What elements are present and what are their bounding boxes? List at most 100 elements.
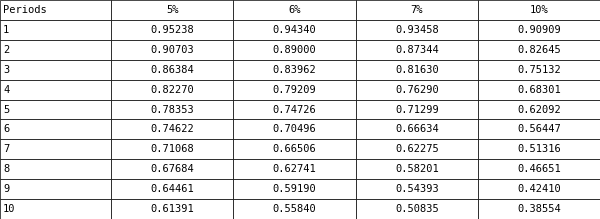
Bar xyxy=(478,119,600,139)
Text: 0.68301: 0.68301 xyxy=(517,85,561,95)
Bar xyxy=(0,179,111,199)
Bar xyxy=(111,100,233,119)
Text: 0.42410: 0.42410 xyxy=(517,184,561,194)
Bar xyxy=(356,20,478,40)
Text: 3: 3 xyxy=(3,65,9,75)
Text: 0.62092: 0.62092 xyxy=(517,104,561,115)
Bar xyxy=(0,100,111,119)
Bar xyxy=(111,199,233,219)
Text: 0.82645: 0.82645 xyxy=(517,45,561,55)
Bar xyxy=(356,100,478,119)
Bar xyxy=(233,119,356,139)
Bar xyxy=(0,60,111,80)
Bar xyxy=(233,139,356,159)
Bar xyxy=(356,0,478,20)
Text: 10: 10 xyxy=(3,204,16,214)
Text: 0.89000: 0.89000 xyxy=(273,45,316,55)
Bar xyxy=(0,199,111,219)
Text: 0.90909: 0.90909 xyxy=(517,25,561,35)
Bar xyxy=(0,139,111,159)
Bar xyxy=(233,159,356,179)
Bar xyxy=(0,40,111,60)
Text: 5: 5 xyxy=(3,104,9,115)
Bar xyxy=(478,80,600,100)
Bar xyxy=(356,60,478,80)
Bar xyxy=(233,179,356,199)
Text: 0.62275: 0.62275 xyxy=(395,144,439,154)
Text: 0.50835: 0.50835 xyxy=(395,204,439,214)
Text: 4: 4 xyxy=(3,85,9,95)
Bar xyxy=(233,0,356,20)
Text: 0.67684: 0.67684 xyxy=(151,164,194,174)
Text: 0.94340: 0.94340 xyxy=(273,25,316,35)
Bar xyxy=(111,80,233,100)
Text: 0.51316: 0.51316 xyxy=(517,144,561,154)
Bar xyxy=(478,0,600,20)
Text: 5%: 5% xyxy=(166,5,178,15)
Text: 0.55840: 0.55840 xyxy=(273,204,316,214)
Bar xyxy=(111,40,233,60)
Text: 0.93458: 0.93458 xyxy=(395,25,439,35)
Bar xyxy=(111,119,233,139)
Bar xyxy=(0,159,111,179)
Text: 0.61391: 0.61391 xyxy=(151,204,194,214)
Bar xyxy=(233,40,356,60)
Text: 0.70496: 0.70496 xyxy=(273,124,316,134)
Text: 6%: 6% xyxy=(289,5,301,15)
Text: 0.87344: 0.87344 xyxy=(395,45,439,55)
Bar xyxy=(233,100,356,119)
Bar xyxy=(478,179,600,199)
Bar xyxy=(0,119,111,139)
Text: 0.78353: 0.78353 xyxy=(151,104,194,115)
Text: 0.95238: 0.95238 xyxy=(151,25,194,35)
Bar xyxy=(356,40,478,60)
Bar xyxy=(478,40,600,60)
Bar xyxy=(111,0,233,20)
Bar xyxy=(478,159,600,179)
Bar xyxy=(111,159,233,179)
Text: 10%: 10% xyxy=(530,5,548,15)
Text: 8: 8 xyxy=(3,164,9,174)
Text: 0.66506: 0.66506 xyxy=(273,144,316,154)
Bar xyxy=(111,20,233,40)
Text: 0.58201: 0.58201 xyxy=(395,164,439,174)
Bar xyxy=(233,60,356,80)
Text: 0.38554: 0.38554 xyxy=(517,204,561,214)
Text: 6: 6 xyxy=(3,124,9,134)
Text: 0.71299: 0.71299 xyxy=(395,104,439,115)
Bar xyxy=(356,139,478,159)
Text: 9: 9 xyxy=(3,184,9,194)
Text: 0.74622: 0.74622 xyxy=(151,124,194,134)
Bar xyxy=(111,60,233,80)
Text: 0.75132: 0.75132 xyxy=(517,65,561,75)
Text: 0.54393: 0.54393 xyxy=(395,184,439,194)
Text: 0.83962: 0.83962 xyxy=(273,65,316,75)
Text: Periods: Periods xyxy=(3,5,47,15)
Text: 0.90703: 0.90703 xyxy=(151,45,194,55)
Bar xyxy=(478,20,600,40)
Text: 1: 1 xyxy=(3,25,9,35)
Bar xyxy=(356,179,478,199)
Text: 7%: 7% xyxy=(411,5,423,15)
Bar xyxy=(478,100,600,119)
Text: 0.71068: 0.71068 xyxy=(151,144,194,154)
Bar xyxy=(356,159,478,179)
Text: 0.59190: 0.59190 xyxy=(273,184,316,194)
Bar xyxy=(233,199,356,219)
Bar xyxy=(356,80,478,100)
Bar xyxy=(233,80,356,100)
Text: 0.86384: 0.86384 xyxy=(151,65,194,75)
Bar xyxy=(478,60,600,80)
Text: 0.64461: 0.64461 xyxy=(151,184,194,194)
Bar xyxy=(356,119,478,139)
Bar xyxy=(356,199,478,219)
Text: 0.74726: 0.74726 xyxy=(273,104,316,115)
Text: 0.56447: 0.56447 xyxy=(517,124,561,134)
Text: 0.66634: 0.66634 xyxy=(395,124,439,134)
Bar xyxy=(111,139,233,159)
Text: 2: 2 xyxy=(3,45,9,55)
Bar xyxy=(233,20,356,40)
Bar xyxy=(478,139,600,159)
Text: 0.81630: 0.81630 xyxy=(395,65,439,75)
Bar xyxy=(478,199,600,219)
